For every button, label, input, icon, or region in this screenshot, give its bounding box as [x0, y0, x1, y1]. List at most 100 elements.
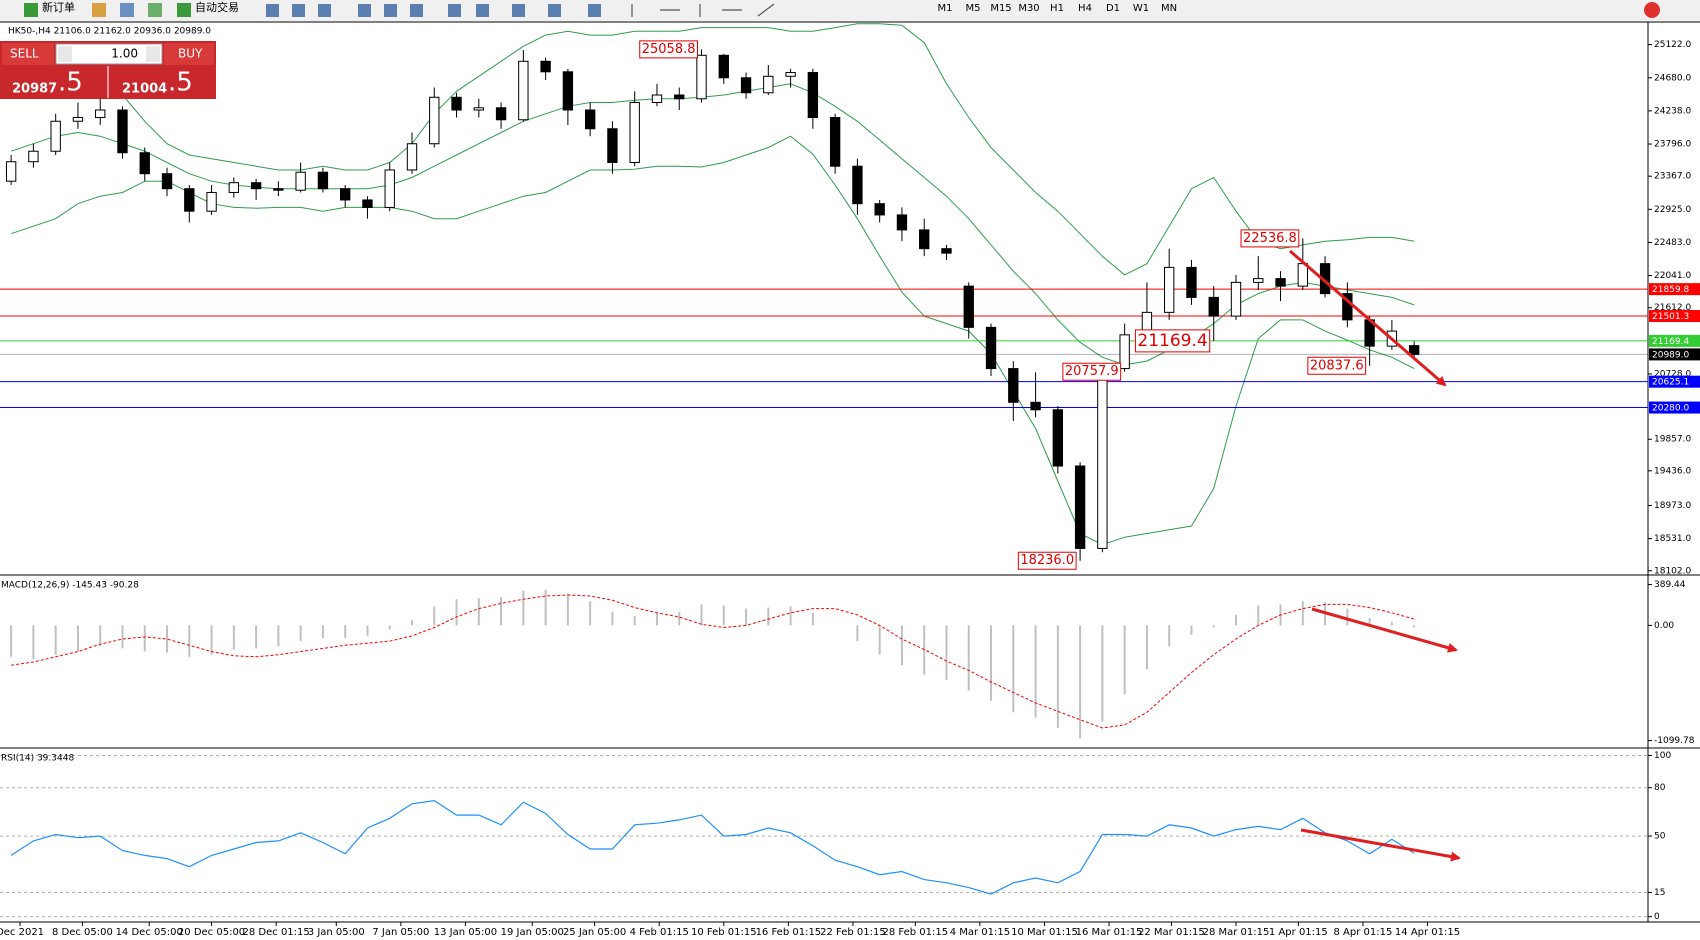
timeframe-button[interactable]: W1 — [1133, 3, 1149, 14]
toolbar-icon[interactable] — [292, 4, 305, 17]
candle-body — [1119, 334, 1130, 370]
timeframe-button[interactable]: D1 — [1106, 3, 1120, 14]
annotation-box — [1017, 551, 1077, 570]
candle-body — [362, 199, 373, 208]
x-tick-label: 28 Feb 01:15 — [883, 927, 949, 938]
y-tick-label: 22483.0 — [1654, 238, 1691, 248]
level-tag — [1649, 375, 1700, 388]
new-order-button[interactable]: 新订单 — [42, 0, 75, 14]
annotation-box — [639, 40, 699, 59]
candle-body — [50, 120, 61, 152]
level-tag — [1649, 283, 1700, 296]
candle-body — [629, 102, 640, 163]
y-tick-label: 19436.0 — [1654, 466, 1691, 476]
level-label: 20280.0 — [1652, 404, 1689, 414]
candle-body — [473, 107, 484, 111]
candle-body — [340, 188, 351, 201]
ask-price-big[interactable]: .5 — [168, 68, 193, 98]
x-tick-label: 14 Dec 05:00 — [116, 927, 183, 938]
buy-button[interactable] — [164, 43, 214, 65]
x-tick-label: 3 Jan 05:00 — [308, 927, 365, 938]
level-tag — [1649, 348, 1700, 361]
level-tag — [1649, 310, 1700, 323]
y-tick-label: 18531.0 — [1654, 534, 1691, 544]
candle-body — [228, 182, 240, 193]
toolbar-bg — [0, 0, 1700, 21]
toolbar-icon[interactable] — [512, 4, 525, 17]
toolbar-icon[interactable] — [476, 4, 489, 17]
new-order-icon[interactable] — [24, 3, 38, 17]
bollinger-upper — [10, 23, 1415, 276]
x-tick-label: 16 Feb 01:15 — [756, 927, 822, 938]
trend-arrow — [1300, 828, 1461, 862]
x-tick-label: 13 Jan 05:00 — [434, 927, 497, 938]
toolbar-icon[interactable] — [148, 3, 162, 17]
candle-body — [562, 71, 574, 111]
lots-input[interactable] — [55, 43, 163, 65]
toolbar-icon[interactable] — [92, 3, 106, 17]
annotation-box — [1240, 229, 1300, 248]
toolbar-icon[interactable] — [548, 4, 561, 17]
sell-label[interactable]: SELL — [10, 47, 39, 61]
y-tick-label: 0.00 — [1654, 621, 1674, 631]
ask-price[interactable]: 21004 — [122, 82, 167, 97]
sell-button[interactable] — [2, 43, 54, 65]
y-tick-label: 20728.0 — [1654, 369, 1691, 379]
timeframe-button[interactable]: MN — [1161, 3, 1177, 14]
toolbar-icon[interactable] — [358, 4, 371, 17]
trendline-tool[interactable] — [757, 3, 775, 17]
x-tick-label: 1 Apr 01:15 — [1269, 927, 1328, 938]
candle-body — [1186, 266, 1197, 298]
candle-body — [963, 285, 974, 328]
candle-body — [985, 326, 997, 370]
x-tick-label: 10 Mar 01:15 — [1011, 927, 1078, 938]
candle-body — [161, 173, 173, 190]
annotation-box — [1134, 329, 1211, 353]
trend-arrows — [1289, 249, 1461, 862]
lots-up[interactable] — [146, 46, 160, 62]
level-label: 21169.4 — [1652, 337, 1689, 347]
y-tick-label: 50 — [1654, 832, 1666, 842]
bid-price-big[interactable]: .5 — [58, 68, 83, 98]
price-annotation: 20757.9 — [1065, 364, 1119, 379]
toolbar-icon[interactable] — [588, 4, 601, 17]
bid-price[interactable]: 20987 — [12, 82, 57, 97]
pane-plot — [10, 799, 1415, 895]
candle-body — [1297, 263, 1308, 287]
toolbar-icon[interactable] — [448, 4, 461, 17]
trend-arrow — [1311, 607, 1458, 653]
lots-down[interactable] — [58, 46, 72, 62]
timeframe-button[interactable]: H1 — [1050, 3, 1064, 14]
candle-body — [785, 72, 796, 77]
candle-body — [139, 152, 150, 175]
candle-body — [1208, 296, 1219, 317]
toolbar-icon[interactable] — [410, 4, 423, 17]
timeframe-button[interactable]: M1 — [938, 3, 953, 14]
candle-body — [1030, 401, 1041, 411]
alert-icon[interactable] — [1644, 2, 1660, 18]
toolbar-icon[interactable] — [318, 4, 331, 17]
toolbar-icon[interactable] — [266, 4, 279, 17]
buy-label[interactable]: BUY — [178, 47, 203, 61]
x-tick-label: 16 Mar 01:15 — [1076, 927, 1143, 938]
trade-panel: SELL 1.00 BUY 20987 .5 21004 .5 — [0, 41, 216, 99]
y-tick-label: 23367.0 — [1654, 172, 1691, 182]
timeframe-button[interactable]: M5 — [966, 3, 981, 14]
auto-trading-icon[interactable] — [177, 3, 191, 17]
pane-plot — [0, 23, 1648, 561]
y-tick-label: 24238.0 — [1654, 106, 1691, 116]
candle-body — [5, 161, 17, 182]
auto-trading-button[interactable]: 自动交易 — [195, 0, 239, 14]
timeframe-button[interactable]: H4 — [1078, 3, 1092, 14]
candle-body — [874, 203, 885, 216]
toolbar-icon[interactable] — [120, 3, 134, 17]
toolbar-icon[interactable] — [384, 4, 397, 17]
timeframe-button[interactable]: M30 — [1018, 3, 1039, 14]
candle-body — [1230, 281, 1242, 317]
lots-value[interactable]: 1.00 — [111, 47, 138, 61]
y-tick-label: 389.44 — [1654, 580, 1686, 590]
candle-body — [1275, 278, 1286, 287]
timeframe-button[interactable]: M15 — [990, 3, 1011, 14]
level-label: 20989.0 — [1652, 350, 1689, 360]
candle-body — [206, 191, 217, 212]
